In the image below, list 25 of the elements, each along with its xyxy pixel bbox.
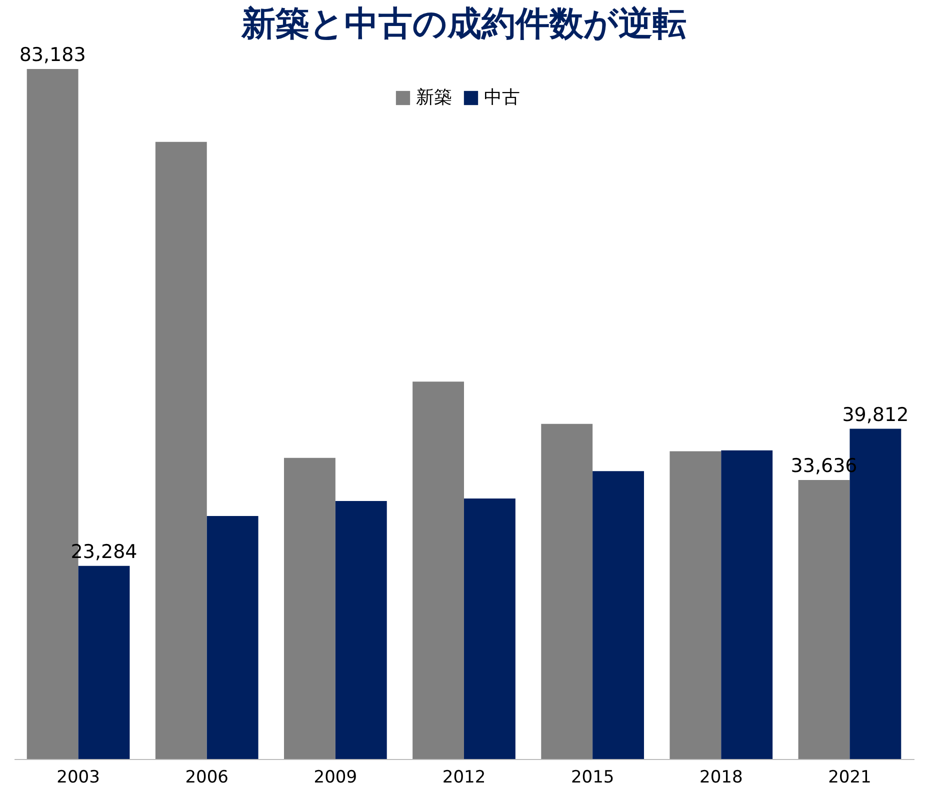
bar <box>78 566 130 759</box>
bar <box>206 516 258 759</box>
bar <box>412 382 464 759</box>
data-label: 39,812 <box>842 404 909 426</box>
bar <box>798 480 850 759</box>
x-tick-label: 2009 <box>314 768 358 788</box>
chart-title: 新築と中古の成約件数が逆転 <box>240 4 686 44</box>
x-tick-label: 2015 <box>570 768 614 788</box>
bar <box>155 142 207 759</box>
x-tick-label: 2021 <box>828 768 872 788</box>
x-tick-label: 2012 <box>442 768 486 788</box>
x-tick-label: 2018 <box>700 768 743 788</box>
data-label: 83,183 <box>19 44 86 66</box>
bar <box>592 471 644 759</box>
legend-label: 新築 <box>416 87 452 108</box>
bar <box>721 450 773 759</box>
bar <box>284 458 336 759</box>
data-label: 23,284 <box>70 540 138 563</box>
x-tick-label: 2003 <box>56 768 100 788</box>
bar <box>670 451 722 759</box>
x-tick-label: 2006 <box>185 768 228 788</box>
bar <box>541 424 593 759</box>
bar <box>464 498 516 759</box>
bar <box>335 501 387 759</box>
legend-label: 中古 <box>484 87 520 108</box>
